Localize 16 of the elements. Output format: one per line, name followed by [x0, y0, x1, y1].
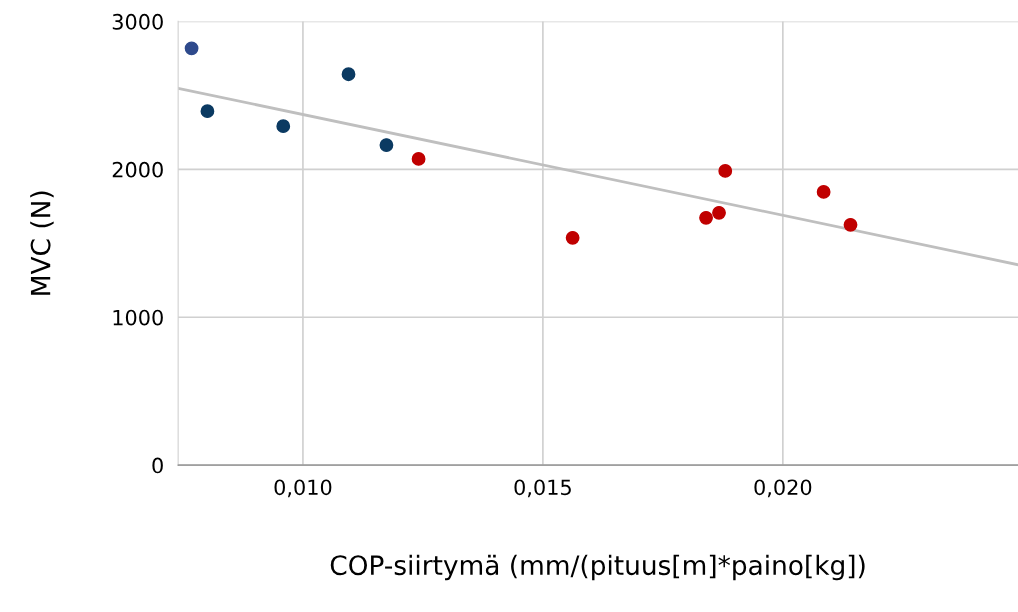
- x-tick-label: 0,010: [274, 479, 332, 498]
- x-tick-label: 0,015: [514, 479, 571, 498]
- point: [718, 164, 733, 178]
- y-axis-title: MVC (N): [30, 191, 54, 295]
- point: [712, 205, 726, 220]
- x-axis-title: COP-siirtymä (mm/(pituus[m]*paino[kg]): [330, 554, 865, 581]
- y-tick-label: 1000: [113, 309, 163, 326]
- y-tick-label: 2000: [112, 161, 163, 178]
- x-tick-label: 0,020: [754, 479, 812, 498]
- point: [565, 230, 580, 245]
- y-tick-label: 3000: [112, 13, 163, 30]
- point: [816, 185, 831, 199]
- point: [411, 152, 426, 166]
- point: [699, 210, 713, 225]
- point: [843, 217, 858, 232]
- y-tick-label: 0: [152, 457, 163, 474]
